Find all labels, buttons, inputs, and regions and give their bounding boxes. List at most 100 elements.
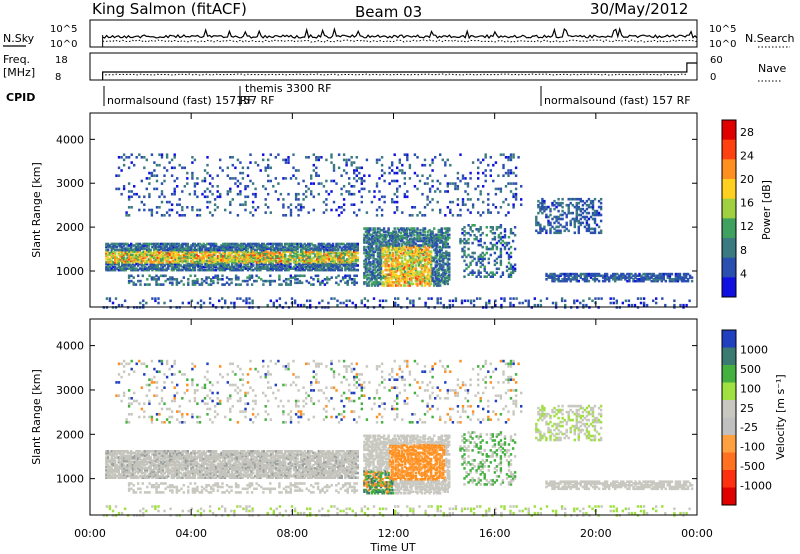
power-cell <box>126 244 129 247</box>
power-cell <box>413 153 417 156</box>
power-cell <box>268 261 271 264</box>
power-cell <box>248 265 251 269</box>
power-cell <box>373 231 377 235</box>
power-cell <box>395 265 398 269</box>
power-cell <box>507 158 510 162</box>
power-cell <box>130 250 133 253</box>
power-cell <box>348 278 352 281</box>
power-cell <box>314 274 317 278</box>
power-cell <box>126 250 129 253</box>
power-cell <box>202 245 205 249</box>
power-cell <box>595 209 599 213</box>
power-cell <box>443 231 446 235</box>
power-cell <box>331 259 335 263</box>
power-cell <box>456 171 460 175</box>
power-cell <box>170 166 174 170</box>
power-cell <box>410 278 413 281</box>
power-cell <box>150 171 154 175</box>
power-cell <box>227 245 230 249</box>
power-cell <box>285 261 289 264</box>
power-cell <box>405 271 408 275</box>
power-cell <box>385 250 389 253</box>
power-cell <box>237 283 240 286</box>
power-cell <box>419 231 422 235</box>
power-cell <box>433 256 436 260</box>
power-cell <box>310 190 313 193</box>
power-cell <box>437 233 440 237</box>
power-cell <box>401 273 404 276</box>
power-cell <box>303 245 306 249</box>
power-cell <box>186 251 189 255</box>
power-cell <box>514 174 518 177</box>
power-cell <box>121 253 124 257</box>
power-cell <box>401 244 404 247</box>
power-cell <box>451 299 455 303</box>
power-cell <box>105 250 108 253</box>
power-cell <box>385 281 389 284</box>
freq-right-tick-bottom: 0 <box>710 72 716 83</box>
power-cell <box>171 276 174 279</box>
power-cell <box>405 231 408 235</box>
power-cell <box>218 267 221 270</box>
power-cell <box>583 209 587 213</box>
power-cell <box>122 251 126 255</box>
power-cell <box>234 259 237 263</box>
power-cell <box>573 272 576 276</box>
power-cell <box>688 276 692 279</box>
power-cell <box>347 244 351 247</box>
power-cell <box>177 264 181 267</box>
power-cell <box>257 261 260 264</box>
power-cell <box>382 253 386 257</box>
power-cell <box>456 203 460 206</box>
power-cell <box>555 215 558 219</box>
power-cell <box>289 274 292 278</box>
power-cell <box>477 185 480 188</box>
power-cell <box>168 281 172 285</box>
power-cell <box>207 264 211 267</box>
power-cell <box>463 299 467 303</box>
power-cell <box>387 245 390 249</box>
power-cell <box>465 263 468 267</box>
power-cell <box>439 262 442 266</box>
power-cell <box>239 262 243 266</box>
power-cell <box>411 262 415 266</box>
power-cell <box>284 248 287 252</box>
power-cell <box>289 256 292 260</box>
power-cell <box>487 192 490 196</box>
power-cell <box>384 259 387 263</box>
power-cell <box>213 265 216 269</box>
power-cell <box>257 255 260 258</box>
power-cell <box>321 245 324 249</box>
power-cell <box>301 244 305 247</box>
power-cell <box>241 268 244 272</box>
power-cell <box>229 245 232 249</box>
power-cell <box>411 273 415 276</box>
power-cell <box>417 256 421 260</box>
power-cell <box>280 244 283 247</box>
power-cell <box>390 264 393 267</box>
power-cell <box>587 272 591 276</box>
power-cell <box>282 253 285 257</box>
power-cell <box>153 169 156 172</box>
power-cell <box>375 236 378 240</box>
power-cell <box>605 272 609 276</box>
power-cell <box>127 214 131 217</box>
power-cell <box>200 267 204 270</box>
power-cell <box>390 236 393 240</box>
power-cell <box>211 247 214 250</box>
power-cell <box>319 264 322 267</box>
power-cell <box>209 259 212 263</box>
power-cell <box>599 207 603 211</box>
power-cell <box>204 259 207 263</box>
power-cell <box>628 279 631 283</box>
power-cell <box>317 261 320 264</box>
power-cell <box>232 259 235 263</box>
power-cell <box>184 250 188 253</box>
power-cell <box>420 264 424 267</box>
power-cell <box>224 301 227 305</box>
power-cell <box>388 268 392 272</box>
power-cell <box>684 274 688 278</box>
power-cell <box>184 268 188 272</box>
power-cell <box>391 161 394 164</box>
power-cell <box>271 262 274 266</box>
